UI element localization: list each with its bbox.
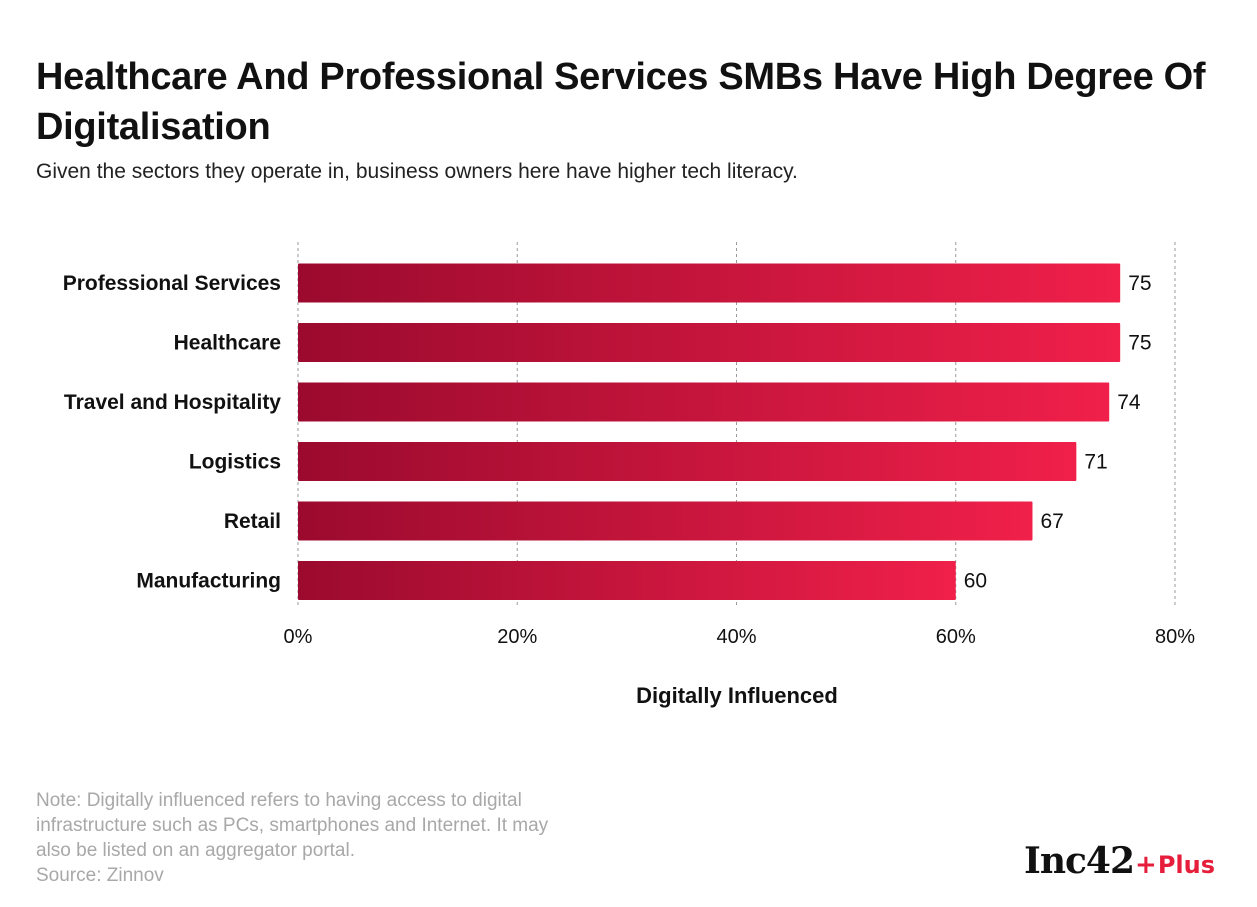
bar	[298, 561, 956, 600]
note-line: infrastructure such as PCs, smartphones …	[36, 815, 549, 836]
x-tick-label: 40%	[716, 626, 756, 648]
category-label: Logistics	[189, 451, 281, 474]
note-line: Note: Digitally influenced refers to hav…	[36, 790, 522, 811]
logo-plus-sign: +	[1135, 850, 1157, 880]
category-label: Retail	[224, 510, 281, 533]
x-tick-label: 80%	[1155, 626, 1195, 648]
data-label: 75	[1128, 272, 1151, 295]
category-label: Travel and Hospitality	[64, 391, 281, 414]
bar	[298, 263, 1121, 303]
chart-title: Healthcare And Professional Services SMB…	[36, 56, 1206, 148]
logo-sub-text: Plus	[1157, 851, 1216, 879]
x-tick-label: 20%	[497, 626, 537, 648]
data-label: 60	[964, 570, 987, 593]
data-label: 71	[1084, 451, 1107, 474]
inc42-plus-logo: Inc42 + Plus	[1024, 840, 1215, 882]
bar	[298, 442, 1077, 481]
x-axis-title: Digitally Influenced	[636, 683, 838, 708]
data-label: 75	[1128, 332, 1151, 355]
labels: 0% 20% 40% 60% 80% Professional Services 75 Hea…	[63, 272, 1196, 708]
x-tick-label: 0%	[284, 626, 313, 648]
x-tick-label: 60%	[936, 626, 976, 648]
logo-main-text: Inc42	[1024, 840, 1135, 882]
chart-subtitle: Given the sectors they operate in, busin…	[36, 160, 798, 183]
category-label: Manufacturing	[136, 570, 281, 593]
footnote: Note: Digitally influenced refers to hav…	[36, 788, 696, 888]
source-line: Source: Zinnov	[36, 865, 164, 886]
gridlines	[297, 242, 1176, 606]
category-label: Professional Services	[63, 272, 281, 295]
bars	[298, 263, 1121, 600]
bar	[298, 323, 1121, 362]
note-line: also be listed on an aggregator portal.	[36, 840, 355, 861]
bar	[298, 382, 1110, 422]
data-label: 67	[1040, 510, 1063, 533]
data-label: 74	[1117, 391, 1141, 414]
category-label: Healthcare	[174, 332, 281, 355]
bar	[298, 501, 1033, 541]
